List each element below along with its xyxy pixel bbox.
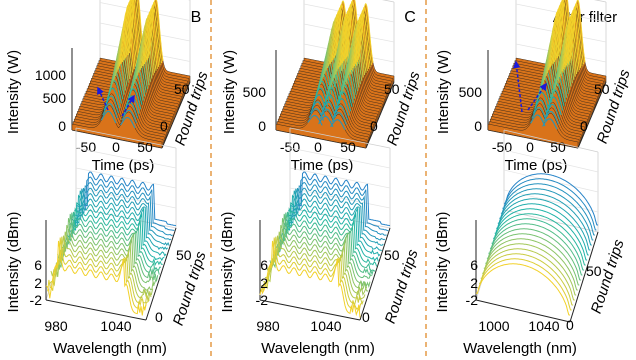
xtick-50: 50 [340,139,356,155]
spectrum-trace [502,179,596,230]
axis-line [516,0,606,2]
spectrum-trace [476,264,570,315]
ztick-0: 0 [566,317,574,333]
chart-time-b: Intensity (W) 0 500 1000 -50 0 50 Time (… [5,0,212,174]
xtick-1000: 1000 [478,318,509,334]
xlabel: Wavelength (nm) [261,340,375,357]
ytick-2: 2 [470,275,478,291]
ytick-500: 500 [243,84,267,100]
spectrum-trace [479,254,573,305]
spectrum-trace [492,214,586,265]
ytick-2: 2 [260,275,268,291]
chart-time-c: Intensity (W) 0 500 -50 0 50 Time (ps) 0… [221,0,424,174]
xtick-neg50: -50 [76,139,96,155]
spectrum-trace [504,174,598,225]
spectrum-trace [481,249,575,300]
ztick-50: 50 [384,81,400,97]
ytick-0: 0 [474,118,482,134]
spectrum-trace [485,234,579,285]
axis-line [504,210,598,232]
xtick-neg50: -50 [492,139,512,155]
ylabel: Intensity (W) [221,50,238,134]
chart-time-after-filter: Intensity (W) 0 500 -50 0 50 Time (ps) 0… [435,0,634,174]
ztick-0: 0 [362,309,370,325]
ylabel: Intensity (dBm) [434,212,451,313]
ztick-0: 0 [155,309,163,325]
ztick-0: 0 [370,118,378,134]
xtick-1040: 1040 [310,318,341,334]
spectrum-traces [260,172,390,318]
ztick-0: 0 [580,118,588,134]
xlabel: Time (ps) [505,157,568,174]
spectrum-trace [488,224,582,275]
axis-line [304,0,394,2]
xtick-0: 0 [526,139,534,155]
spectrum-trace [496,199,590,250]
xtick-1040: 1040 [100,318,131,334]
ytick-neg2: -2 [466,292,479,308]
spectrum-trace [501,184,595,235]
xtick-1040: 1040 [528,318,559,334]
xtick-980: 980 [256,318,280,334]
xlabel: Time (ps) [92,157,155,174]
spectrum-trace [493,209,587,260]
ytick-0: 0 [258,118,266,134]
spectrum-trace [478,259,572,310]
panel-label-b: B [191,9,202,26]
xlabel: Wavelength (nm) [463,340,577,357]
spectrum-trace [484,239,578,290]
spectrum-trace [482,244,576,295]
ytick-500: 500 [459,84,483,100]
ztick-50: 50 [384,247,400,263]
ytick-2: 2 [34,275,42,291]
spectrum-trace [490,219,584,270]
spectrum-traces [476,174,598,315]
grid-line [100,3,190,21]
xtick-0: 0 [112,139,120,155]
ytick-6: 6 [34,257,42,273]
axis-line [146,228,176,320]
ytick-1000: 1000 [35,67,66,83]
ztick-0: 0 [160,118,168,134]
xlabel: Time (ps) [291,157,354,174]
xtick-0: 0 [314,139,322,155]
ytick-neg2: -2 [256,292,269,308]
ztick-50: 50 [594,81,610,97]
ytick-0: 0 [58,118,66,134]
spectrum-traces [46,172,176,315]
xtick-980: 980 [44,318,68,334]
ylabel: Intensity (dBm) [219,212,236,313]
spectrum-trace [495,204,589,255]
ytick-500: 500 [43,90,67,106]
ylabel: Intensity (W) [435,50,452,134]
xlabel: Wavelength (nm) [53,340,167,357]
ylabel: Intensity (dBm) [5,212,22,313]
panel-label-c: C [404,9,416,26]
spectrum-trace [499,189,593,240]
ylabel: Intensity (W) [5,50,22,134]
spectrum-trace [487,229,581,280]
xtick-50: 50 [137,139,153,155]
ytick-6: 6 [470,257,478,273]
ytick-neg2: -2 [30,292,43,308]
ytick-6: 6 [260,257,268,273]
